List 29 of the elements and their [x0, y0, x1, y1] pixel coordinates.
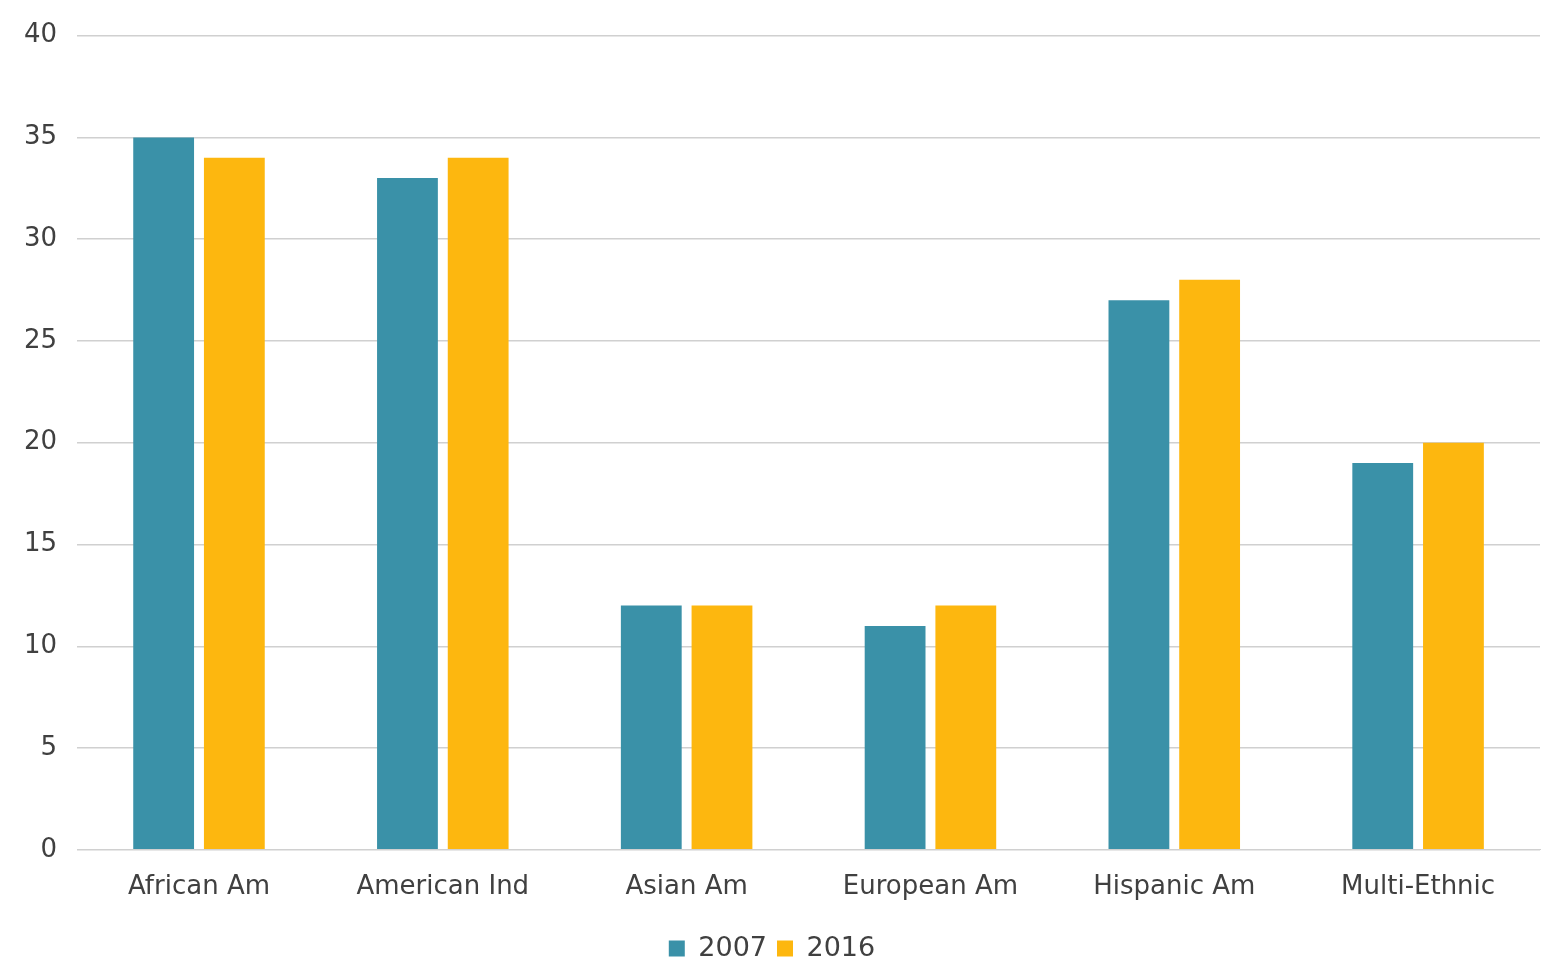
x-tick-label: Asian Am: [625, 870, 748, 901]
bar: [864, 625, 926, 850]
y-tick-label: 0: [40, 832, 58, 863]
y-tick-label: 25: [23, 323, 58, 354]
x-tick-label: African Am: [127, 870, 270, 901]
y-tick-label: 40: [23, 18, 58, 49]
y-tick-label: 5: [40, 730, 58, 761]
y-tick-label: 35: [23, 120, 58, 151]
bar: [377, 178, 438, 850]
y-tick-label: 15: [23, 527, 58, 558]
y-tick-label: 30: [23, 221, 58, 252]
bar: [1179, 279, 1241, 850]
legend-label: 2016: [806, 930, 876, 962]
bar: [133, 137, 195, 850]
y-tick-label: 10: [23, 629, 58, 659]
x-tick-label: Hispanic Am: [1093, 870, 1256, 901]
x-tick-label: European Am: [842, 870, 1019, 901]
y-tick-label: 20: [23, 425, 58, 456]
bar: [1352, 463, 1414, 850]
bar: [1423, 442, 1484, 850]
bar: [691, 605, 753, 850]
bar: [620, 605, 682, 850]
bar: [1108, 300, 1170, 850]
x-tick-label: Multi-Ethnic: [1341, 870, 1496, 901]
bar: [447, 157, 509, 850]
legend-label: 2007: [698, 930, 768, 962]
bar: [935, 605, 997, 850]
x-tick-label: American Ind: [356, 870, 530, 901]
bar: [203, 157, 265, 850]
